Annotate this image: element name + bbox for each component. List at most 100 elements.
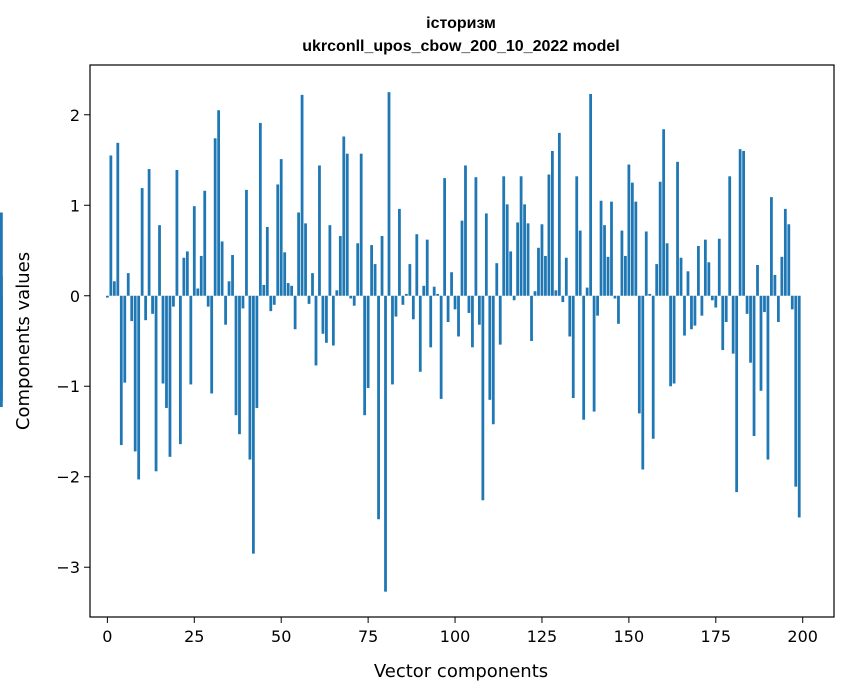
y-tick-label: −3 xyxy=(56,558,80,577)
bar-153 xyxy=(637,295,641,414)
bar-30 xyxy=(210,295,214,394)
bar-21 xyxy=(179,295,182,445)
bar-192 xyxy=(773,274,777,296)
bar-4 xyxy=(119,295,123,446)
y-axis-ticks: −3 −2 −1 0 1 2 xyxy=(56,106,90,577)
bar-93 xyxy=(429,295,433,348)
bar-188 xyxy=(759,295,763,391)
bar-11 xyxy=(144,295,148,321)
bar-142 xyxy=(599,200,603,296)
bar-67 xyxy=(338,236,342,296)
bar-96 xyxy=(439,295,443,399)
bar-112 xyxy=(495,263,499,296)
bar-46 xyxy=(265,226,269,296)
bar-38 xyxy=(238,295,241,435)
bar-70 xyxy=(349,295,353,299)
bar-100 xyxy=(453,295,457,310)
bar-165 xyxy=(679,257,683,296)
bar-91 xyxy=(422,285,426,296)
x-tick-label: 125 xyxy=(527,627,558,646)
bar-82 xyxy=(391,295,394,385)
bar-132 xyxy=(564,257,568,296)
bar-107 xyxy=(477,295,481,325)
bar-57 xyxy=(304,223,307,296)
bar-127 xyxy=(547,174,551,296)
bar-18 xyxy=(168,295,172,457)
bar-92 xyxy=(425,239,429,296)
bar-63 xyxy=(325,295,328,343)
bar-10 xyxy=(140,188,144,296)
bar-37 xyxy=(234,295,238,416)
bar-58 xyxy=(307,295,311,304)
bar-120 xyxy=(523,204,526,296)
bar-110 xyxy=(488,295,492,400)
bar-90 xyxy=(418,295,422,372)
bar-85 xyxy=(401,295,405,305)
bar-177 xyxy=(721,295,725,351)
bar-103 xyxy=(464,165,467,296)
bar-16 xyxy=(161,295,165,384)
bar-144 xyxy=(606,256,610,296)
bar-167 xyxy=(686,271,690,296)
bar-187 xyxy=(756,264,759,296)
bar-185 xyxy=(749,295,752,363)
bar-128 xyxy=(551,150,554,296)
bar-126 xyxy=(544,255,547,296)
bar-33 xyxy=(220,241,224,296)
bar-61 xyxy=(318,165,321,296)
bar-131 xyxy=(561,295,565,303)
bar-98 xyxy=(446,295,450,322)
bar-143 xyxy=(603,225,606,296)
x-tick-label: 50 xyxy=(271,627,291,646)
bar-163 xyxy=(672,295,676,384)
bar-184 xyxy=(745,295,749,314)
bar-65 xyxy=(331,295,335,346)
bar-196 xyxy=(787,224,791,296)
bar-154 xyxy=(641,295,645,470)
bar-146 xyxy=(613,295,617,299)
bar-9 xyxy=(137,295,141,480)
y-tick-label: −2 xyxy=(56,468,80,487)
bar-5 xyxy=(123,295,127,383)
bar-76 xyxy=(370,245,373,296)
bar-59 xyxy=(311,273,314,296)
bar-29 xyxy=(206,295,210,307)
bar-23 xyxy=(185,251,189,296)
bar-152 xyxy=(634,201,638,296)
y-tick-label: 0 xyxy=(70,287,80,306)
bar-17 xyxy=(165,295,168,408)
bar-178 xyxy=(724,295,728,322)
x-axis-ticks: 0 25 50 75 100 125 150 175 200 xyxy=(102,617,818,646)
bar-74 xyxy=(363,295,367,416)
bar-194 xyxy=(780,256,784,296)
bar-136 xyxy=(578,230,582,296)
bar-25 xyxy=(192,206,196,296)
bar-141 xyxy=(596,295,599,316)
bar-171 xyxy=(700,295,704,316)
x-tick-label: 175 xyxy=(701,627,732,646)
bar-55 xyxy=(297,212,300,296)
bar-26 xyxy=(196,288,200,296)
bar-87 xyxy=(408,264,412,296)
bar-104 xyxy=(467,295,471,313)
bar-175 xyxy=(714,295,718,308)
bar-105 xyxy=(471,295,474,348)
bar-68 xyxy=(342,136,346,296)
bar-19 xyxy=(172,295,175,307)
chart-titles: історизм ukrconll_upos_cbow_200_10_2022 … xyxy=(302,15,619,55)
bar-62 xyxy=(321,295,325,334)
x-tick-label: 200 xyxy=(787,627,818,646)
bar-102 xyxy=(460,220,464,296)
x-tick-label: 150 xyxy=(614,627,645,646)
bar-170 xyxy=(697,245,700,296)
bar-95 xyxy=(436,293,440,296)
bar-159 xyxy=(658,181,662,296)
bar-158 xyxy=(655,264,659,296)
x-axis-label: Vector components xyxy=(374,661,548,682)
bar-186 xyxy=(752,295,756,437)
bar-189 xyxy=(763,295,766,313)
bar-72 xyxy=(356,243,360,296)
bar-191 xyxy=(770,197,773,296)
bar-125 xyxy=(540,224,544,296)
bar-1 xyxy=(109,155,113,296)
